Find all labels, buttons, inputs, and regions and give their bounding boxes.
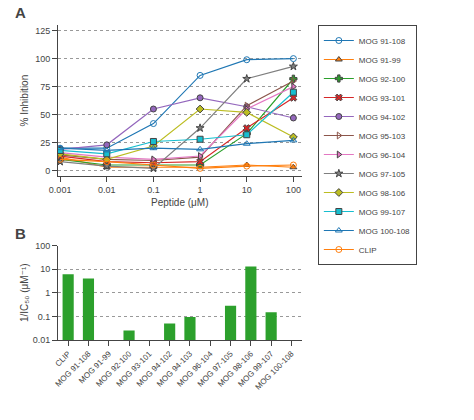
svg-text:% Inhibition: % Inhibition	[19, 75, 30, 127]
svg-text:CLIP: CLIP	[359, 246, 377, 255]
svg-text:10: 10	[242, 185, 252, 195]
svg-text:125: 125	[35, 26, 50, 36]
svg-text:A: A	[15, 4, 26, 21]
svg-text:B: B	[15, 225, 26, 242]
svg-text:MOG 100-108: MOG 100-108	[253, 349, 296, 392]
svg-text:100: 100	[35, 54, 50, 64]
svg-text:MOG 98-106: MOG 98-106	[359, 189, 406, 198]
svg-text:MOG 91-99: MOG 91-99	[359, 56, 401, 65]
svg-text:0: 0	[45, 166, 50, 176]
svg-text:MOG 92-100: MOG 92-100	[94, 349, 133, 388]
svg-text:Peptide (μM): Peptide (μM)	[151, 197, 208, 208]
svg-text:MOG 96-104: MOG 96-104	[175, 349, 214, 388]
svg-text:MOG 91-108: MOG 91-108	[359, 37, 406, 46]
svg-text:0.01: 0.01	[98, 185, 116, 195]
svg-text:MOG 94-103: MOG 94-103	[155, 349, 194, 388]
svg-text:0.01: 0.01	[33, 335, 51, 345]
svg-text:50: 50	[40, 110, 50, 120]
svg-text:MOG 91-108: MOG 91-108	[54, 349, 93, 388]
svg-text:100: 100	[35, 241, 50, 251]
svg-text:100: 100	[286, 185, 301, 195]
svg-text:MOG 97-105: MOG 97-105	[196, 349, 235, 388]
svg-text:MOG 92-100: MOG 92-100	[359, 75, 406, 84]
svg-text:75: 75	[40, 82, 50, 92]
svg-text:1: 1	[198, 185, 203, 195]
svg-text:CLIP: CLIP	[53, 349, 72, 368]
svg-text:0.1: 0.1	[38, 312, 51, 322]
svg-text:MOG 94-102: MOG 94-102	[135, 349, 174, 388]
svg-text:MOG 93-101: MOG 93-101	[115, 349, 154, 388]
svg-text:1/IC₅₀ (μM⁻¹): 1/IC₅₀ (μM⁻¹)	[19, 263, 30, 322]
svg-text:10: 10	[40, 264, 50, 274]
svg-text:0.1: 0.1	[147, 185, 160, 195]
svg-text:0.001: 0.001	[49, 185, 72, 195]
svg-text:MOG 97-105: MOG 97-105	[359, 170, 406, 179]
svg-text:MOG 95-103: MOG 95-103	[359, 132, 406, 141]
svg-text:MOG 100-108: MOG 100-108	[359, 227, 410, 236]
svg-text:MOG 99-107: MOG 99-107	[359, 208, 406, 217]
svg-text:MOG 94-102: MOG 94-102	[359, 113, 406, 122]
svg-text:MOG 99-107: MOG 99-107	[236, 349, 275, 388]
svg-text:MOG 91-99: MOG 91-99	[77, 349, 113, 385]
svg-text:25: 25	[40, 138, 50, 148]
svg-text:MOG 98-106: MOG 98-106	[216, 349, 255, 388]
svg-text:MOG 96-104: MOG 96-104	[359, 151, 406, 160]
svg-text:MOG 93-101: MOG 93-101	[359, 94, 406, 103]
svg-text:1: 1	[45, 288, 50, 298]
